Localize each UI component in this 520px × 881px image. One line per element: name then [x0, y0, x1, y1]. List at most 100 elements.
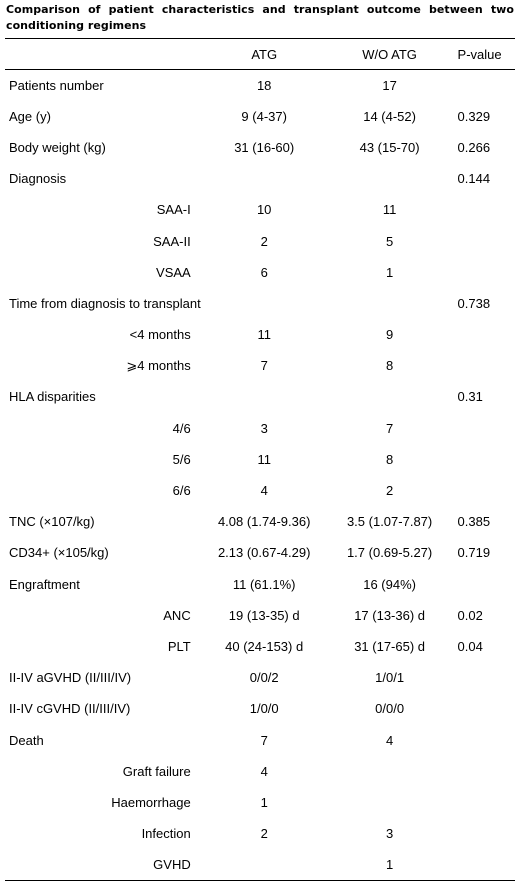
cell-atg: 4 — [260, 483, 268, 499]
cell-atg: 11 — [257, 327, 271, 343]
table-row: ANC 19 (13-35) d 17 (13-36) d 0.02 — [5, 600, 515, 631]
cell-wo-atg — [328, 756, 452, 787]
row-sublabel: Infection — [141, 826, 191, 842]
row-label: CD34+ (×105/kg) — [9, 545, 109, 561]
cell-wo-atg — [328, 381, 452, 412]
cell-wo-atg: 4 — [385, 732, 394, 748]
row-sublabel: ANC — [163, 607, 191, 623]
cell-p-value — [452, 475, 515, 506]
cell-p-value — [452, 444, 515, 475]
cell-p-value — [452, 787, 515, 818]
table-header-row: ATG W/O ATG P-value — [5, 38, 515, 70]
cell-atg: 31 (16-60) — [234, 139, 295, 155]
cell-p-value: 0.144 — [457, 171, 491, 187]
cell-atg: 9 (4-37) — [241, 108, 287, 124]
table-row: Death 7 4 — [5, 724, 515, 755]
cell-wo-atg: 7 — [385, 420, 394, 436]
cell-atg: 18 — [256, 77, 272, 93]
cell-p-value — [452, 818, 515, 849]
table-row: SAA-I 10 11 — [5, 194, 515, 225]
cell-p-value: 0.719 — [457, 545, 491, 561]
cell-p-value — [452, 350, 515, 381]
cell-atg: 4 — [260, 763, 268, 779]
cell-wo-atg: 8 — [385, 358, 394, 374]
table-row: Time from diagnosis to transplant 0.738 — [5, 288, 515, 319]
row-sublabel: Graft failure — [122, 763, 191, 779]
row-label: II-IV aGVHD (II/III/IV) — [9, 670, 132, 686]
cell-p-value — [452, 756, 515, 787]
row-sublabel: <4 months — [129, 327, 191, 343]
table-row: Engraftment 11 (61.1%) 16 (94%) — [5, 569, 515, 600]
cell-wo-atg: 1 — [327, 849, 452, 881]
table-row: HLA disparities 0.31 — [5, 381, 515, 412]
cell-atg: 1/0/0 — [249, 701, 279, 717]
cell-wo-atg: 3.5 (1.07-7.87) — [346, 514, 433, 530]
table-row: 4/6 3 7 — [5, 413, 515, 444]
cell-atg: 19 (13-35) d — [228, 607, 300, 623]
table-row: PLT 40 (24-153) d 31 (17-65) d 0.04 — [5, 631, 515, 662]
cell-p-value — [452, 225, 515, 256]
cell-p-value: 0.04 — [457, 638, 483, 654]
table-row: Haemorrhage 1 — [5, 787, 515, 818]
row-sublabel: 6/6 — [172, 483, 191, 499]
cell-wo-atg: 5 — [385, 233, 394, 249]
table-row: Body weight (kg) 31 (16-60) 43 (15-70) 0.26… — [5, 132, 515, 163]
document-page: Comparison of patient characteristics an… — [5, 2, 515, 881]
header-atg: ATG — [200, 38, 328, 70]
row-label: Patients number — [9, 77, 104, 93]
row-sublabel: 4/6 — [172, 420, 191, 436]
header-p-value: P-value — [451, 38, 515, 70]
row-label: Time from diagnosis to transplant — [9, 295, 201, 311]
table-row: ⩾4 months 7 8 — [5, 350, 515, 381]
cell-atg: 10 — [256, 202, 272, 218]
table-row: CD34+ (×105/kg) 2.13 (0.67-4.29) 1.7 (0.69… — [5, 537, 515, 568]
row-sublabel: SAA-II — [153, 233, 191, 249]
table-row: Infection 2 3 — [5, 818, 515, 849]
cell-p-value: 0.02 — [457, 607, 483, 623]
cell-atg: 1 — [260, 794, 268, 810]
table-row: 6/6 4 2 — [5, 475, 515, 506]
row-label: Diagnosis — [9, 171, 67, 187]
row-label: Engraftment — [9, 576, 80, 592]
table-row: TNC (×107/kg) 4.08 (1.74-9.36) 3.5 (1.07-7… — [5, 506, 515, 537]
header-characteristic — [5, 38, 201, 70]
cell-wo-atg: 3 — [385, 826, 394, 842]
row-sublabel: ⩾4 months — [126, 357, 191, 373]
row-label: II-IV cGVHD (II/III/IV) — [9, 701, 131, 717]
cell-wo-atg: 14 (4-52) — [363, 108, 416, 124]
row-label: Age (y) — [9, 108, 51, 124]
cell-p-value — [452, 70, 515, 101]
cell-p-value — [452, 194, 515, 225]
cell-atg: 7 — [260, 732, 268, 748]
cell-atg: 4.08 (1.74-9.36) — [217, 514, 311, 530]
cell-atg: 7 — [260, 358, 268, 374]
row-label: TNC (×107/kg) — [9, 514, 95, 530]
cell-wo-atg — [328, 288, 452, 319]
cell-atg: 6 — [260, 264, 268, 280]
row-sublabel: GVHD — [5, 849, 201, 881]
cell-wo-atg: 16 (94%) — [363, 576, 416, 592]
table-row: GVHD 1 — [5, 849, 515, 881]
cell-wo-atg: 9 — [385, 327, 394, 343]
cell-p-value — [452, 257, 515, 288]
table-row: SAA-II 2 5 — [5, 225, 515, 256]
cell-wo-atg: 8 — [385, 451, 394, 467]
cell-wo-atg: 0/0/0 — [375, 701, 405, 717]
cell-p-value — [452, 569, 515, 600]
row-label: HLA disparities — [9, 389, 96, 405]
cell-wo-atg: 11 — [382, 202, 397, 218]
cell-wo-atg: 2 — [385, 483, 394, 499]
table-row: Graft failure 4 — [5, 756, 515, 787]
table-row: Diagnosis 0.144 — [5, 163, 515, 194]
cell-atg — [200, 849, 328, 881]
cell-p-value — [452, 413, 515, 444]
cell-atg: 40 (24-153) d — [225, 638, 304, 654]
table-row: VSAA 6 1 — [5, 257, 515, 288]
row-label: Death — [9, 732, 44, 748]
cell-atg — [201, 381, 328, 412]
cell-atg: 2 — [260, 233, 268, 249]
cell-atg: 11 — [257, 451, 271, 467]
header-wo-atg: W/O ATG — [327, 38, 452, 70]
cell-p-value — [451, 849, 515, 881]
cell-atg: 0/0/2 — [249, 670, 279, 686]
